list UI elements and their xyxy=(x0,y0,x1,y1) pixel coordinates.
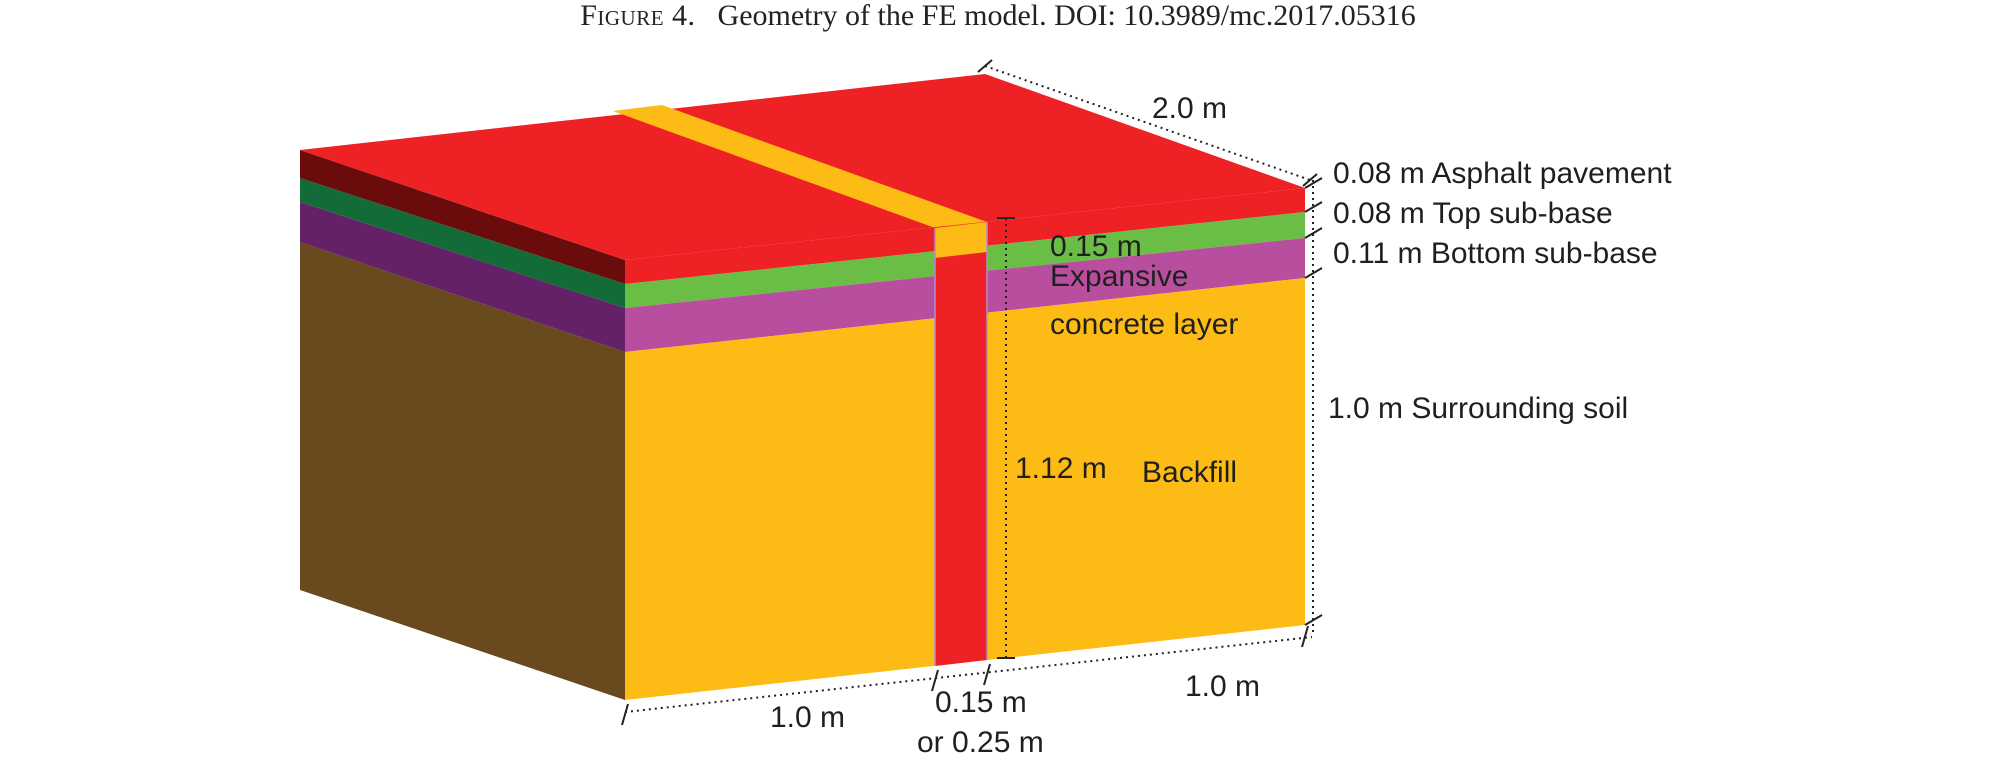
left-width-label: 1.0 m xyxy=(770,701,845,734)
top-subbase-label: 0.08 m Top sub-base xyxy=(1333,197,1613,230)
tick-bottom-trench-left xyxy=(931,669,939,692)
tick-bottom-trench-right xyxy=(983,663,991,686)
right-width-label: 1.0 m xyxy=(1185,670,1260,703)
length-label: 2.0 m xyxy=(1152,92,1227,125)
tick-asphalt-top xyxy=(1304,177,1323,189)
asphalt-side-face xyxy=(300,150,625,284)
soil-label: 1.0 m Surrounding soil xyxy=(1328,392,1628,425)
tick-bottom-left xyxy=(621,703,629,726)
backfill-trench-front xyxy=(935,252,987,666)
tick-soil-bottom xyxy=(1304,614,1323,626)
bottom-subbase-label: 0.11 m Bottom sub-base xyxy=(1333,237,1658,270)
top-subbase-side-face xyxy=(300,178,625,308)
concrete-name-line1: Expansive xyxy=(1050,260,1188,293)
trench-depth-label: 1.12 m xyxy=(1015,452,1107,485)
figure-label: Figure 4. xyxy=(580,0,696,32)
concrete-name-line2: concrete layer xyxy=(1050,308,1238,341)
tick-top-subbase-bottom xyxy=(1304,227,1323,239)
backfill-label: Backfill xyxy=(1142,456,1237,489)
trench-width-label-2: or 0.25 m xyxy=(917,726,1044,759)
dim-length-tick-end xyxy=(1302,173,1318,187)
tick-asphalt-bottom xyxy=(1304,201,1323,213)
caption-text: Geometry of the FE model. DOI: 10.3989/m… xyxy=(717,0,1416,32)
bottom-subbase-side-face xyxy=(300,202,625,352)
concrete-layer-front xyxy=(935,222,987,258)
concrete-thickness-label: 0.15 m xyxy=(1050,230,1142,263)
soil-side-face xyxy=(300,242,625,700)
dim-bottom-width xyxy=(624,636,1313,713)
trench-width-label-1: 0.15 m xyxy=(935,686,1027,719)
tick-bottom-right xyxy=(1301,625,1309,648)
figure-caption: Figure 4. Geometry of the FE model. DOI: … xyxy=(0,0,1996,40)
asphalt-label: 0.08 m Asphalt pavement xyxy=(1333,157,1672,190)
concrete-strip-top xyxy=(613,105,987,228)
tick-bottom-subbase-bottom xyxy=(1304,267,1323,279)
dim-length-tick-start xyxy=(977,59,993,73)
